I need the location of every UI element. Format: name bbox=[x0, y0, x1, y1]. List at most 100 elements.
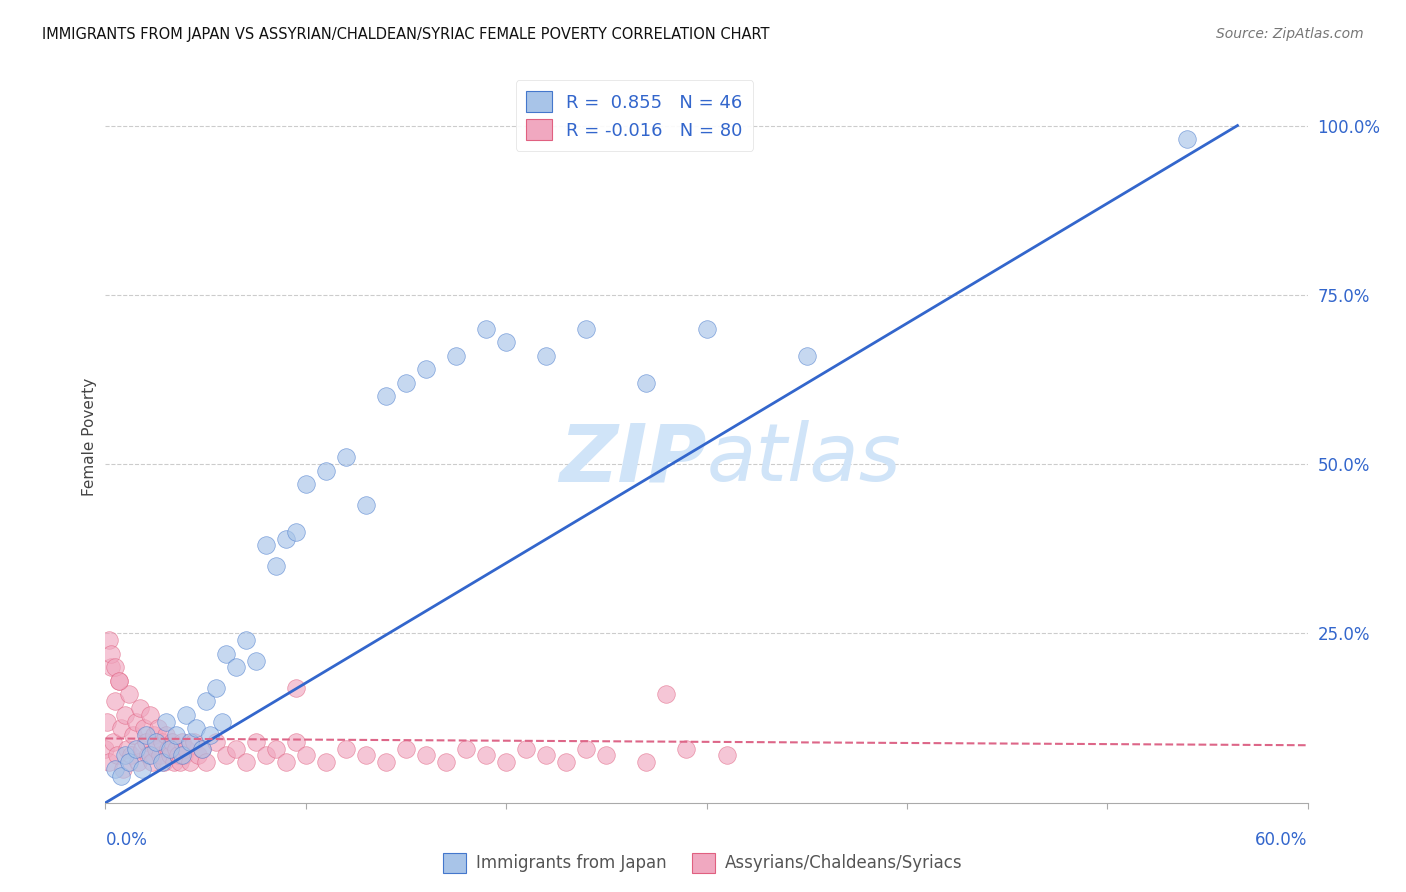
Point bbox=[114, 707, 136, 722]
Point bbox=[135, 735, 157, 749]
Legend: Immigrants from Japan, Assyrians/Chaldeans/Syriacs: Immigrants from Japan, Assyrians/Chaldea… bbox=[436, 847, 970, 880]
Point bbox=[415, 748, 437, 763]
Point bbox=[374, 755, 398, 769]
Point bbox=[138, 748, 160, 763]
Point bbox=[575, 322, 598, 336]
Point bbox=[118, 688, 141, 702]
Point bbox=[138, 707, 160, 722]
Legend: R =  0.855   N = 46, R = -0.016   N = 80: R = 0.855 N = 46, R = -0.016 N = 80 bbox=[516, 80, 754, 151]
Point bbox=[112, 762, 135, 776]
Point bbox=[117, 741, 139, 756]
Point bbox=[415, 362, 437, 376]
Point bbox=[315, 755, 337, 769]
Point bbox=[204, 681, 226, 695]
Point bbox=[155, 728, 177, 742]
Point bbox=[110, 721, 132, 735]
Point bbox=[183, 735, 205, 749]
Point bbox=[100, 647, 122, 661]
Point bbox=[155, 714, 177, 729]
Point bbox=[575, 741, 598, 756]
Point bbox=[696, 322, 718, 336]
Point bbox=[555, 755, 578, 769]
Point bbox=[434, 755, 457, 769]
Point bbox=[235, 633, 257, 648]
Point bbox=[354, 748, 377, 763]
Point bbox=[124, 741, 146, 756]
Point bbox=[274, 755, 297, 769]
Text: atlas: atlas bbox=[707, 420, 901, 498]
Point bbox=[124, 714, 146, 729]
Point bbox=[495, 755, 517, 769]
Point bbox=[159, 741, 181, 756]
Point bbox=[98, 633, 121, 648]
Point bbox=[162, 755, 184, 769]
Point bbox=[204, 735, 226, 749]
Text: 0.0%: 0.0% bbox=[105, 831, 148, 849]
Point bbox=[141, 755, 163, 769]
Point bbox=[194, 694, 217, 708]
Point bbox=[225, 741, 247, 756]
Point bbox=[264, 741, 287, 756]
Point bbox=[354, 498, 377, 512]
Point bbox=[214, 647, 236, 661]
Point bbox=[98, 755, 121, 769]
Point bbox=[121, 748, 143, 763]
Point bbox=[1177, 132, 1199, 146]
Point bbox=[335, 450, 357, 465]
Point bbox=[636, 376, 658, 390]
Point bbox=[160, 735, 183, 749]
Y-axis label: Female Poverty: Female Poverty bbox=[82, 378, 97, 496]
Point bbox=[264, 558, 287, 573]
Point bbox=[184, 721, 207, 735]
Point bbox=[475, 322, 498, 336]
Point bbox=[179, 735, 201, 749]
Point bbox=[170, 748, 193, 763]
Point bbox=[335, 741, 357, 756]
Point bbox=[444, 349, 467, 363]
Point bbox=[395, 376, 418, 390]
Point bbox=[110, 769, 132, 783]
Point bbox=[150, 755, 173, 769]
Point bbox=[104, 660, 127, 674]
Text: Source: ZipAtlas.com: Source: ZipAtlas.com bbox=[1216, 27, 1364, 41]
Point bbox=[190, 741, 212, 756]
Point bbox=[96, 714, 118, 729]
Point bbox=[655, 688, 678, 702]
Point bbox=[136, 748, 159, 763]
Point bbox=[166, 748, 188, 763]
Point bbox=[107, 748, 129, 763]
Point bbox=[159, 748, 181, 763]
Text: 60.0%: 60.0% bbox=[1256, 831, 1308, 849]
Point bbox=[198, 728, 221, 742]
Point bbox=[94, 741, 117, 756]
Point bbox=[108, 673, 131, 688]
Point bbox=[534, 748, 557, 763]
Point bbox=[146, 721, 169, 735]
Point bbox=[515, 741, 537, 756]
Point bbox=[796, 349, 818, 363]
Point bbox=[104, 762, 127, 776]
Point bbox=[245, 654, 267, 668]
Point bbox=[179, 755, 201, 769]
Point bbox=[165, 728, 187, 742]
Point bbox=[150, 735, 173, 749]
Point bbox=[131, 741, 153, 756]
Point bbox=[595, 748, 617, 763]
Point bbox=[148, 748, 170, 763]
Point bbox=[169, 755, 191, 769]
Point bbox=[104, 694, 127, 708]
Point bbox=[211, 714, 233, 729]
Point bbox=[475, 748, 498, 763]
Point bbox=[194, 755, 217, 769]
Point bbox=[122, 728, 145, 742]
Point bbox=[145, 741, 167, 756]
Point bbox=[131, 762, 153, 776]
Point bbox=[100, 660, 122, 674]
Point bbox=[187, 748, 209, 763]
Point bbox=[274, 532, 297, 546]
Point bbox=[636, 755, 658, 769]
Point bbox=[295, 748, 318, 763]
Point bbox=[716, 748, 738, 763]
Point bbox=[142, 728, 165, 742]
Point bbox=[152, 755, 174, 769]
